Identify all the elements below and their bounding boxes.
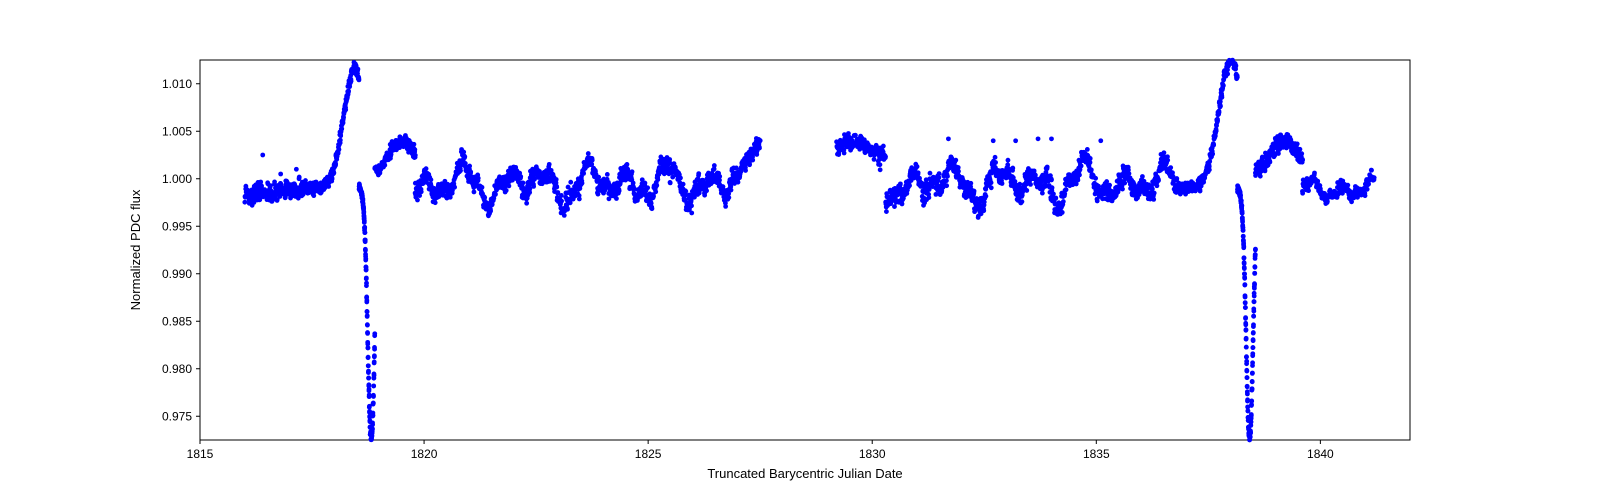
y-tick-label: 1.010 (162, 77, 192, 91)
x-tick-label: 1815 (187, 447, 214, 461)
scatter-series (242, 58, 1376, 443)
y-tick-label: 0.990 (162, 267, 192, 281)
y-tick-label: 0.985 (162, 314, 192, 328)
y-tick-label: 1.000 (162, 172, 192, 186)
x-tick-label: 1830 (859, 447, 886, 461)
y-tick-label: 0.995 (162, 219, 192, 233)
y-axis-label: Normalized PDC flux (128, 189, 143, 310)
lightcurve-chart: 1815 1820 1825 1830 1835 1840 0.975 0.980 0.985 0… (0, 0, 1600, 500)
chart-svg: 1815 1820 1825 1830 1835 1840 0.975 0.980 0.985 0… (0, 0, 1600, 500)
y-tick-label: 0.975 (162, 409, 192, 423)
x-tick-label: 1825 (635, 447, 662, 461)
x-tick-label: 1835 (1083, 447, 1110, 461)
x-axis-label: Truncated Barycentric Julian Date (707, 466, 902, 481)
y-tick-label: 1.005 (162, 124, 192, 138)
x-tick-label: 1840 (1307, 447, 1334, 461)
y-tick-label: 0.980 (162, 362, 192, 376)
x-tick-label: 1820 (411, 447, 438, 461)
